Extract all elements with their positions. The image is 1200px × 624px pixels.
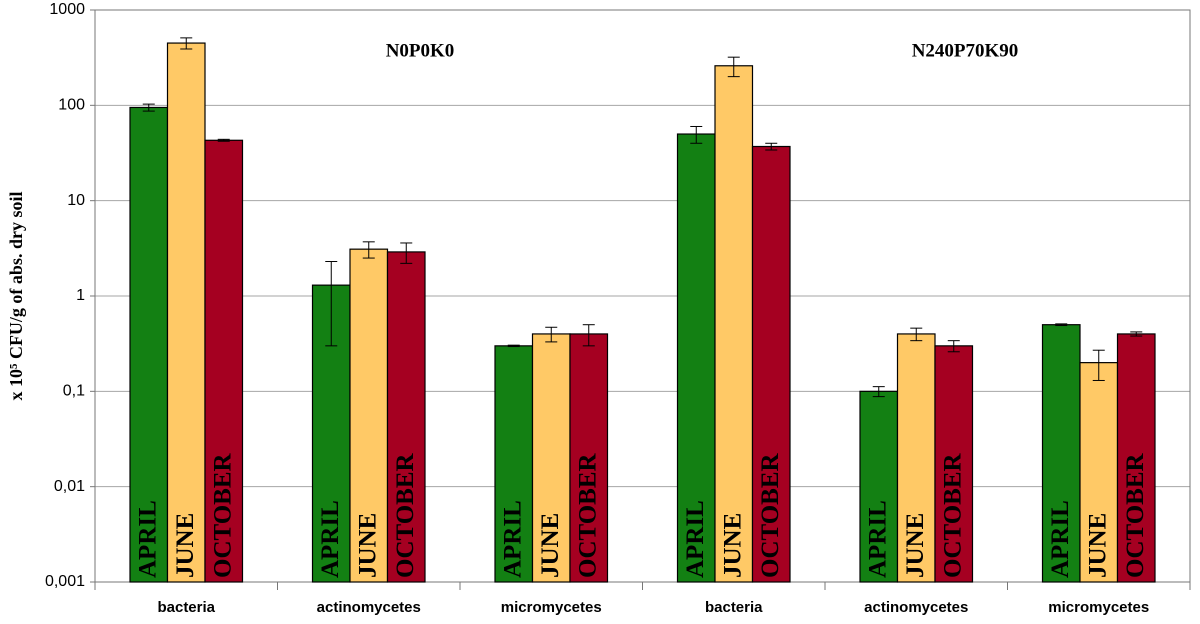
x-tick-label: actinomycetes xyxy=(317,599,421,616)
y-tick-label: 1000 xyxy=(49,1,85,18)
bar xyxy=(714,65,754,583)
bar xyxy=(494,345,534,583)
series-label: JUNE xyxy=(1084,513,1111,578)
series-label: JUNE xyxy=(172,513,199,578)
y-tick-label: 0,01 xyxy=(54,478,85,495)
bar xyxy=(166,42,206,583)
annotation: N240P70K90 xyxy=(912,40,1019,61)
y-tick-label: 10 xyxy=(67,192,85,209)
x-tick-label: bacteria xyxy=(705,599,763,616)
bar xyxy=(531,333,571,583)
series-label: APRIL xyxy=(1047,500,1074,578)
series-label: APRIL xyxy=(317,500,344,578)
x-tick-label: actinomycetes xyxy=(864,599,968,616)
series-label: JUNE xyxy=(902,513,929,578)
y-axis-label: x 10⁵ CFU/g of abs. dry soil xyxy=(6,192,26,401)
bar xyxy=(934,345,974,583)
series-label: APRIL xyxy=(864,500,891,578)
series-label: OCTOBER xyxy=(757,452,784,578)
bar xyxy=(896,333,936,583)
bar xyxy=(349,248,389,583)
series-label: APRIL xyxy=(499,500,526,578)
y-tick-label: 0,001 xyxy=(45,573,85,590)
y-tick-label: 0,1 xyxy=(63,383,85,400)
series-label: OCTOBER xyxy=(574,452,601,578)
bar xyxy=(569,333,609,583)
series-label: APRIL xyxy=(134,500,161,578)
series-label: OCTOBER xyxy=(1122,452,1149,578)
bar xyxy=(386,251,426,583)
bar xyxy=(1079,362,1119,583)
x-tick-label: bacteria xyxy=(157,599,215,616)
series-label: APRIL xyxy=(682,500,709,578)
bar xyxy=(1041,324,1081,583)
series-label: JUNE xyxy=(719,513,746,578)
y-tick-label: 100 xyxy=(58,97,85,114)
x-tick-label: micromycetes xyxy=(1048,599,1149,616)
series-label: OCTOBER xyxy=(939,452,966,578)
series-label: JUNE xyxy=(354,513,381,578)
bar xyxy=(859,390,899,583)
series-label: JUNE xyxy=(537,513,564,578)
annotation: N0P0K0 xyxy=(386,40,455,61)
y-tick-label: 1 xyxy=(76,287,85,304)
series-label: OCTOBER xyxy=(392,452,419,578)
x-tick-label: micromycetes xyxy=(501,599,602,616)
series-label: OCTOBER xyxy=(209,452,236,578)
